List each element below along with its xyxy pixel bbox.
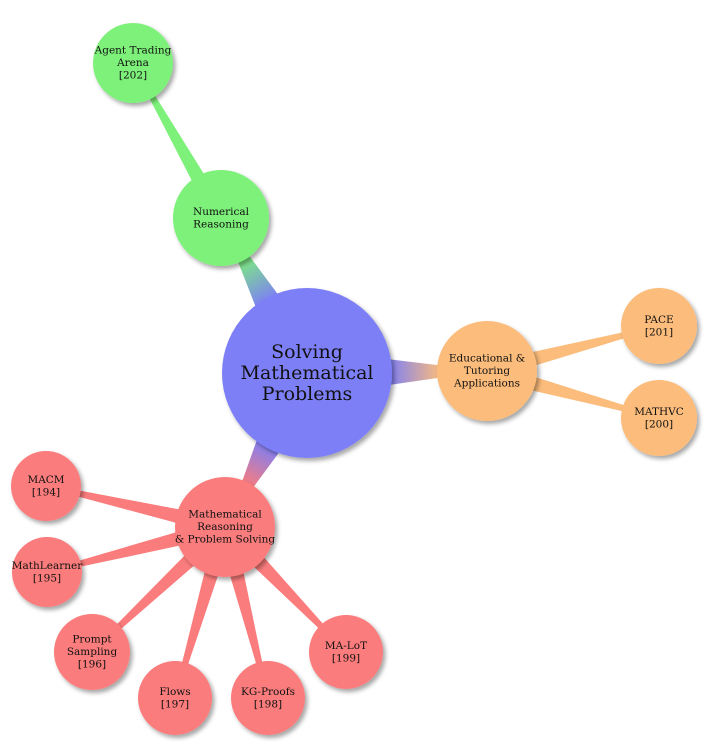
leaf-node-prompt-sampling-circle (54, 614, 130, 690)
leaf-node-kg-proofs-label: KG-Proofs [198] (241, 686, 295, 711)
branch-node-numerical-circle (173, 170, 269, 266)
leaf-node-agent-trading-label: Agent Trading Arena [202] (94, 45, 172, 82)
leaf-node-kg-proofs-circle (231, 661, 305, 735)
leaf-node-kg-proofs[interactable]: KG-Proofs [198] (231, 661, 305, 735)
branch-node-math-reasoning-label: Mathematical Reasoning & Problem Solving (175, 509, 276, 546)
leaf-node-ma-lot-label: MA-LoT [199] (325, 640, 367, 665)
leaf-node-agent-trading-circle (93, 23, 173, 103)
branch-node-educational[interactable]: Educational & Tutoring Applications (437, 321, 537, 421)
leaf-node-macm-circle (11, 451, 81, 521)
connector-numerical-agent-trading (148, 92, 206, 184)
leaf-node-mathvc[interactable]: MATHVC [200] (621, 380, 697, 456)
leaf-node-ma-lot-circle (309, 615, 383, 689)
connector-root-educational (387, 359, 442, 386)
leaf-node-macm[interactable]: MACM [194] (11, 451, 81, 521)
leaf-node-mathvc-label: MATHVC [200] (634, 406, 684, 431)
leaf-node-pace[interactable]: PACE [201] (621, 288, 697, 364)
connector-root-numerical (237, 253, 280, 309)
leaf-node-mathlearner-circle (12, 537, 82, 607)
connector-math-reasoning-flows (181, 569, 219, 668)
connector-math-reasoning-ma-lot (251, 555, 326, 631)
connector-root-math-reasoning (241, 438, 281, 490)
leaf-node-ma-lot[interactable]: MA-LoT [199] (309, 615, 383, 689)
leaf-node-pace-circle (621, 288, 697, 364)
leaf-node-mathlearner[interactable]: MathLearner [195] (12, 537, 83, 607)
leaf-node-mathlearner-label: MathLearner [195] (12, 560, 83, 585)
leaf-node-flows-circle (138, 661, 212, 735)
branch-node-numerical-label: Numerical Reasoning (193, 206, 250, 231)
leaf-node-pace-label: PACE [201] (644, 314, 673, 339)
connector-math-reasoning-mathlearner (76, 531, 183, 568)
root-node[interactable]: Solving Mathematical Problems (222, 288, 392, 458)
connector-math-reasoning-prompt-sampling (114, 553, 197, 631)
root-node-circle (222, 288, 392, 458)
leaf-node-flows[interactable]: Flows [197] (138, 661, 212, 735)
branch-node-math-reasoning-circle (175, 477, 275, 577)
leaf-node-prompt-sampling-label: Prompt Sampling [196] (67, 634, 118, 671)
leaf-node-agent-trading[interactable]: Agent Trading Arena [202] (93, 23, 173, 103)
branch-node-math-reasoning[interactable]: Mathematical Reasoning & Problem Solving (175, 477, 276, 577)
leaf-node-mathvc-circle (621, 380, 697, 456)
connector-math-reasoning-kg-proofs (229, 569, 263, 667)
leaf-node-flows-label: Flows [197] (159, 686, 190, 711)
connector-educational-pace (529, 331, 627, 367)
branch-node-educational-circle (437, 321, 537, 421)
leaf-node-macm-label: MACM [194] (27, 474, 64, 499)
branch-node-numerical[interactable]: Numerical Reasoning (173, 170, 269, 266)
branch-node-educational-label: Educational & Tutoring Applications (449, 353, 525, 390)
connector-educational-mathvc (529, 376, 627, 412)
root-node-label: Solving Mathematical Problems (241, 341, 374, 405)
nodes: Solving Mathematical Problems Numerical Reas… (11, 23, 697, 735)
connector-math-reasoning-macm (75, 489, 182, 524)
connectors (75, 92, 627, 668)
leaf-node-prompt-sampling[interactable]: Prompt Sampling [196] (54, 614, 130, 690)
